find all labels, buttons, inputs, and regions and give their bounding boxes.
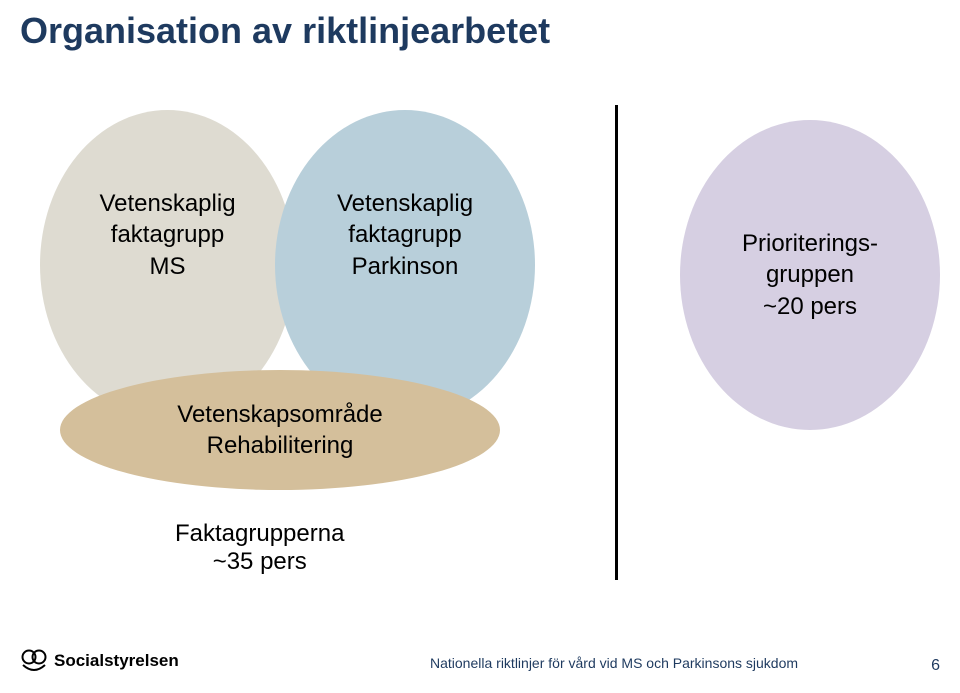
- ellipse-text-line: Rehabilitering: [177, 430, 382, 461]
- ellipse-text-line: faktagrupp: [337, 219, 473, 250]
- ellipse-text-line: faktagrupp: [99, 219, 235, 250]
- ellipse-text-line: Vetenskaplig: [99, 188, 235, 219]
- page-number: 6: [931, 657, 940, 675]
- faktagrupper-caption: Faktagrupperna ~35 pers: [175, 520, 344, 576]
- ellipse-text-line: Vetenskaplig: [337, 188, 473, 219]
- footer-logo: Socialstyrelsen: [20, 647, 179, 675]
- ellipse-text-line: Vetenskapsområde: [177, 399, 382, 430]
- ellipse-prioritering-label: Prioriterings- gruppen ~20 pers: [742, 228, 878, 322]
- caption-line: ~35 pers: [213, 548, 307, 575]
- vertical-divider: [615, 105, 618, 580]
- ellipse-parkinson-label: Vetenskaplig faktagrupp Parkinson: [337, 188, 473, 282]
- caption-line: Faktagrupperna: [175, 520, 344, 547]
- ellipse-text-line: MS: [99, 251, 235, 282]
- ellipse-text-line: Parkinson: [337, 251, 473, 282]
- page-title: Organisation av riktlinjearbetet: [20, 10, 550, 52]
- ellipse-text-line: gruppen: [742, 259, 878, 290]
- ellipse-text-line: Prioriterings-: [742, 228, 878, 259]
- socialstyrelsen-icon: [20, 647, 48, 675]
- ellipse-text-line: ~20 pers: [742, 291, 878, 322]
- footer-logo-text: Socialstyrelsen: [54, 651, 179, 671]
- ellipse-rehab: Vetenskapsområde Rehabilitering: [60, 370, 500, 490]
- ellipse-prioritering: Prioriterings- gruppen ~20 pers: [680, 120, 940, 430]
- ellipse-ms-label: Vetenskaplig faktagrupp MS: [99, 188, 235, 282]
- ellipse-rehab-label: Vetenskapsområde Rehabilitering: [177, 399, 382, 461]
- footer-citation: Nationella riktlinjer för vård vid MS oc…: [430, 655, 798, 671]
